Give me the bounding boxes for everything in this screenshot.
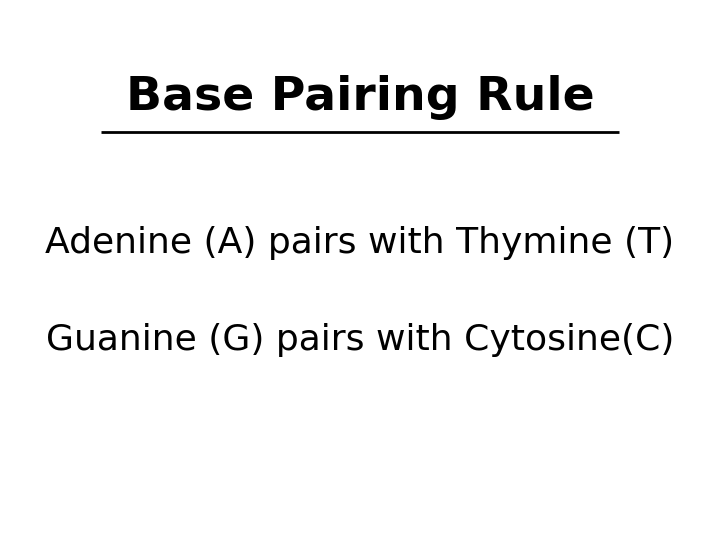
Text: Adenine (A) pairs with Thymine (T): Adenine (A) pairs with Thymine (T) [45, 226, 675, 260]
Text: Base Pairing Rule: Base Pairing Rule [126, 75, 594, 120]
Text: Guanine (G) pairs with Cytosine(C): Guanine (G) pairs with Cytosine(C) [46, 323, 674, 357]
